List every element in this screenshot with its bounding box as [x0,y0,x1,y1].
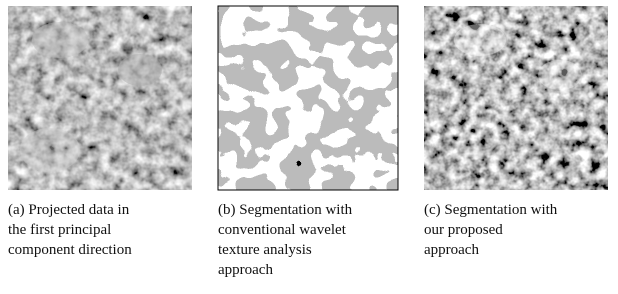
caption-line: (a) Projected data in [8,202,130,218]
caption-line: (c) Segmentation with [424,202,558,218]
caption-line: approach [424,242,479,258]
caption-line: (b) Segmentation with [218,202,353,218]
caption-line: approach [218,262,273,278]
caption-c: (c) Segmentation with our proposed appro… [424,202,558,258]
figure: (a) Projected data in the first principa… [0,0,618,289]
caption-line: our proposed [424,222,503,238]
caption-a: (a) Projected data in the first principa… [8,202,132,258]
image-b [218,6,398,190]
image-c [424,6,608,190]
caption-line: texture analysis [218,242,312,258]
caption-line: conventional wavelet [218,222,347,238]
caption-b: (b) Segmentation with conventional wavel… [218,202,353,278]
caption-line: component direction [8,242,132,258]
caption-line: the first principal [8,222,111,238]
image-a [8,6,192,190]
